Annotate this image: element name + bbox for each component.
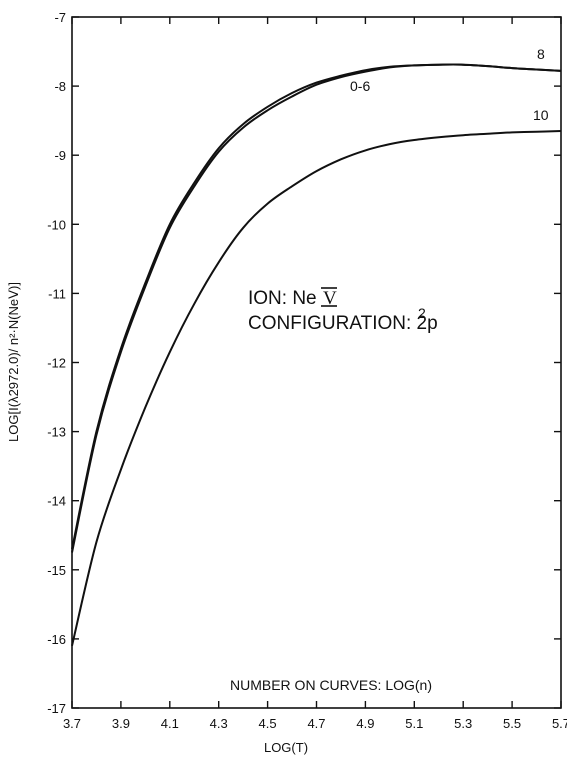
- y-tick-label: -8: [54, 79, 66, 94]
- config-superscript: 2: [418, 305, 426, 321]
- axes: [71, 16, 562, 709]
- plot-frame: [71, 16, 562, 709]
- y-tick-label: -13: [47, 425, 66, 440]
- y-tick-label: -17: [47, 701, 66, 716]
- curve-label-0-6: 0-6: [350, 78, 370, 94]
- y-tick-label: -15: [47, 563, 66, 578]
- x-tick-label: 5.1: [405, 716, 423, 731]
- config-label: CONFIGURATION: 2p: [248, 313, 438, 334]
- y-tick-label: -16: [47, 632, 66, 647]
- x-tick-label: 5.3: [454, 716, 472, 731]
- x-tick-label: 4.7: [307, 716, 325, 731]
- ion-label: ION: Ne: [248, 288, 317, 309]
- ion-numeral: V: [323, 288, 337, 309]
- x-tick-label: 5.7: [552, 716, 567, 731]
- y-tick-label: -10: [47, 217, 66, 232]
- x-tick-label: 5.5: [503, 716, 521, 731]
- curve-label-10: 10: [533, 107, 549, 123]
- y-axis-label: LOG[I(λ2972.0)/ n²·N(NeⅤ)]: [6, 282, 21, 442]
- y-ticks: -7 -8 -9 -10 -11 -12 -13 -14 -15 -16 -17: [47, 10, 561, 716]
- x-tick-label: 4.5: [259, 716, 277, 731]
- x-axis-label: LOG(T): [264, 740, 308, 755]
- y-tick-label: -9: [54, 148, 66, 163]
- curve-8: [71, 63, 562, 553]
- curve-label-8: 8: [537, 46, 545, 62]
- y-tick-label: -11: [48, 286, 66, 301]
- x-tick-label: 4.1: [161, 716, 179, 731]
- y-tick-label: -14: [47, 494, 66, 509]
- x-tick-label: 3.9: [112, 716, 130, 731]
- curves: [71, 63, 562, 647]
- y-tick-label: -12: [47, 356, 66, 371]
- curve-number-note: NUMBER ON CURVES: LOG(n): [230, 677, 432, 693]
- x-tick-label: 4.3: [210, 716, 228, 731]
- x-tick-label: 3.7: [63, 716, 81, 731]
- y-tick-label: -7: [54, 10, 66, 25]
- curve-10: [71, 130, 562, 647]
- x-ticks: 3.7 3.9 4.1 4.3 4.5 4.7 4.9 5.1 5.3 5.5 5.7: [63, 17, 567, 731]
- x-tick-label: 4.9: [356, 716, 374, 731]
